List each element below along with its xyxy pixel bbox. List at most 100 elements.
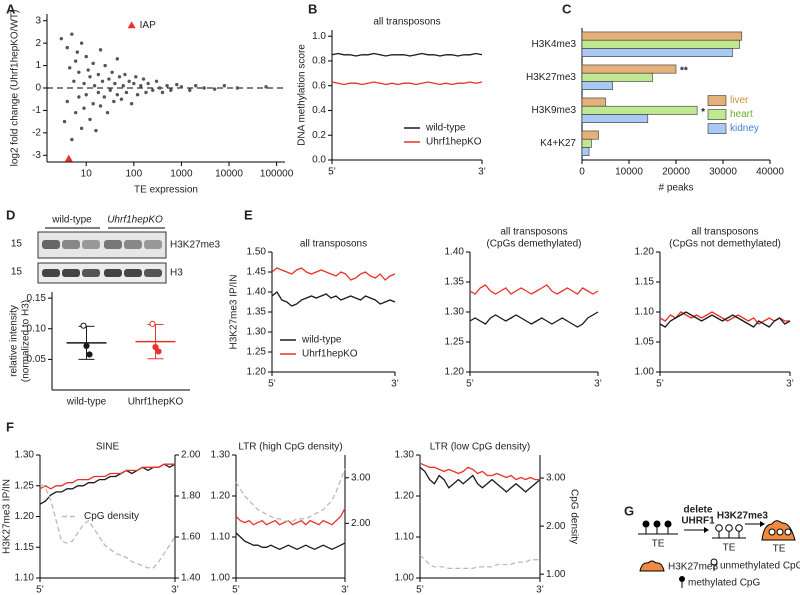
point — [129, 101, 134, 106]
point — [124, 90, 129, 95]
bar — [581, 81, 613, 91]
bar — [581, 114, 649, 124]
legend-swatch — [707, 109, 727, 120]
panel-label: E — [244, 207, 253, 222]
x-tick-label: 1000 — [170, 169, 193, 180]
chart-title: LTR (low CpG density) — [430, 442, 530, 453]
y-tick-label: 0 — [35, 83, 41, 94]
point — [115, 93, 120, 97]
point — [110, 70, 114, 75]
point — [102, 95, 107, 99]
y-axis-title: DNA methylation score — [297, 44, 308, 146]
point — [75, 50, 80, 54]
point — [123, 72, 127, 77]
point — [92, 84, 97, 88]
series-line — [331, 52, 483, 57]
x-tick-label: 3’ — [341, 585, 349, 595]
point — [88, 75, 92, 79]
bar — [581, 72, 653, 82]
point — [121, 84, 125, 88]
band-label: H3 — [170, 268, 183, 279]
series-line — [659, 311, 791, 328]
point — [117, 75, 122, 79]
point — [119, 97, 124, 101]
band — [82, 269, 100, 277]
legend-label: heart — [730, 109, 753, 120]
step-label: H3K27me3 — [717, 511, 769, 522]
series-line — [235, 468, 346, 522]
point — [77, 70, 81, 75]
point — [80, 322, 87, 329]
point — [65, 45, 69, 50]
bar — [581, 39, 740, 49]
point — [91, 101, 95, 106]
panel-label: G — [624, 503, 634, 518]
point — [79, 41, 84, 45]
te-label: TE — [652, 539, 665, 550]
legend-label: Uhrf1hepKO — [302, 349, 358, 360]
x-tick-label: 5’ — [268, 379, 276, 390]
x-tick-label: 3’ — [786, 379, 794, 390]
y-tick-label: 1.30 — [445, 307, 465, 318]
te-label: TE — [773, 544, 786, 555]
legend-icon — [679, 576, 685, 582]
y-tick-label: 0.05 — [27, 354, 47, 365]
x-tick-label: 3’ — [478, 167, 486, 178]
band — [62, 269, 80, 277]
y-tick-label: 0.2 — [312, 130, 326, 141]
point — [77, 95, 81, 99]
y-tick-label: 0.10 — [27, 323, 47, 334]
y-tick-label: 1.0 — [312, 31, 326, 42]
point — [141, 77, 146, 81]
x-axis-title: # peaks — [658, 183, 693, 194]
point — [84, 54, 88, 59]
y-tick-label: 1.20 — [15, 511, 35, 522]
y-tick-label: 1.35 — [247, 307, 267, 318]
panel-label: A — [6, 1, 16, 16]
point — [83, 342, 90, 349]
y-tick-label: -2 — [32, 127, 41, 138]
point — [96, 72, 101, 77]
y-axis-title: H3K27me3 IP/IN — [2, 479, 13, 554]
x-tick-label: 100000 — [260, 169, 294, 180]
point — [212, 87, 217, 91]
x-tick-label: 3’ — [391, 379, 399, 390]
point — [86, 351, 93, 358]
x-tick-label: 5’ — [416, 585, 424, 595]
band — [62, 240, 80, 249]
series-line — [419, 466, 541, 493]
y-tick-label: 1.20 — [635, 247, 655, 258]
bar — [581, 130, 599, 140]
point — [96, 90, 101, 95]
x-tick-label: 5’ — [328, 167, 336, 178]
point — [108, 88, 112, 92]
legend-text: H3K27me3 — [668, 562, 718, 573]
bar-annotation: * — [701, 107, 705, 118]
y2-tick-label: 2.00 — [351, 518, 371, 529]
arrow-head — [704, 527, 709, 533]
x-tick-label: 20000 — [662, 167, 690, 178]
y-tick-label: 0.15 — [27, 293, 47, 304]
x-tick-label: 5’ — [232, 585, 240, 595]
point — [160, 90, 165, 95]
point — [152, 344, 159, 351]
point — [68, 66, 72, 70]
point — [135, 93, 140, 97]
bar — [581, 31, 743, 41]
y-tick-label: 1.25 — [15, 480, 35, 491]
point — [100, 79, 105, 83]
y-tick-label: 1.30 — [247, 327, 267, 338]
step-label: UHRF1 — [681, 516, 715, 527]
y-tick-label: 1.00 — [211, 573, 231, 584]
legend-label: wild-type — [425, 123, 466, 134]
x-tick-label: 10000 — [615, 167, 643, 178]
step-label: delete — [684, 505, 713, 516]
bar — [581, 147, 590, 157]
point — [72, 79, 76, 83]
series-line — [39, 463, 175, 490]
x-tick-label: 100 — [125, 169, 142, 180]
point — [86, 68, 90, 72]
point — [64, 154, 73, 162]
y-tick-label: 3 — [35, 15, 41, 26]
series-line — [331, 81, 483, 86]
